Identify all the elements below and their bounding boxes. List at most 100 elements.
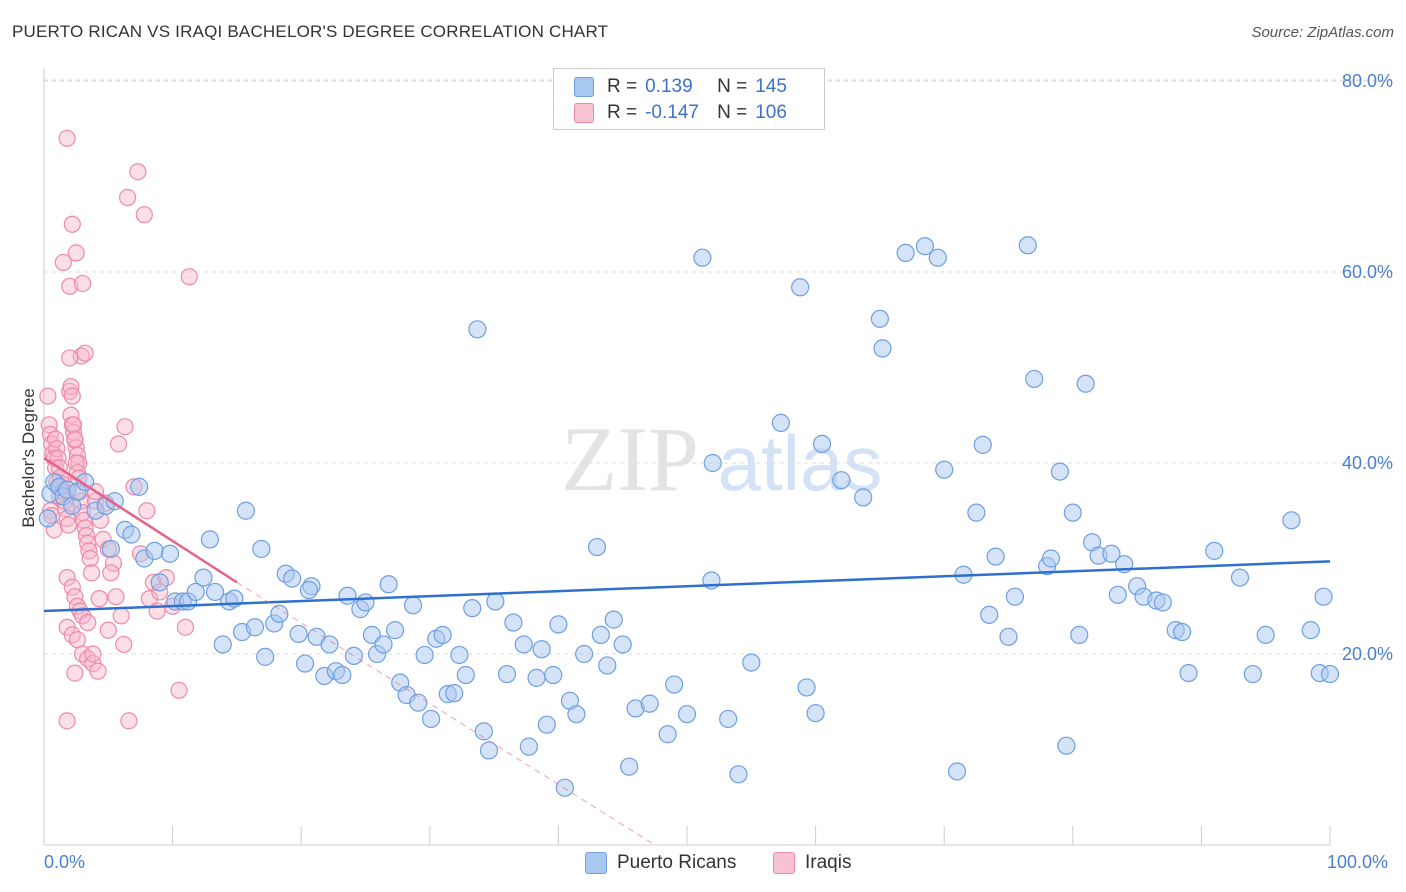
- puerto-rican-point: [1058, 737, 1075, 754]
- puerto-rican-point: [679, 706, 696, 723]
- iraqi-point: [82, 551, 98, 567]
- puerto-rican-point: [592, 626, 609, 643]
- iraqi-point: [113, 608, 129, 624]
- puerto-rican-point: [214, 636, 231, 653]
- iraqi-point: [103, 565, 119, 581]
- legend-item-iraqis: Iraqis: [773, 852, 851, 874]
- puerto-rican-point: [798, 679, 815, 696]
- puerto-rican-point: [1315, 588, 1332, 605]
- puerto-rican-point: [792, 279, 809, 296]
- puerto-rican-point: [1051, 463, 1068, 480]
- iraqi-point: [75, 275, 91, 291]
- pink-swatch-icon: [574, 103, 594, 123]
- puerto-rican-point: [257, 648, 274, 665]
- puerto-rican-point: [641, 695, 658, 712]
- iraqi-point: [64, 388, 80, 404]
- iraqi-point: [84, 565, 100, 581]
- iraqi-point: [40, 388, 56, 404]
- puerto-rican-point: [387, 622, 404, 639]
- puerto-rican-point: [743, 654, 760, 671]
- puerto-rican-point: [1109, 586, 1126, 603]
- puerto-rican-point: [434, 626, 451, 643]
- puerto-rican-point: [297, 655, 314, 672]
- legend-row-iraqis: R = -0.147 N = 106: [574, 100, 787, 126]
- y-axis-label: Bachelor's Degree: [19, 388, 38, 527]
- iraqi-point: [67, 431, 83, 447]
- puerto-rican-point: [123, 526, 140, 543]
- legend-n-value: 145: [755, 76, 787, 98]
- iraqi-point: [111, 436, 127, 452]
- iraqi-point: [80, 614, 96, 630]
- puerto-rican-point: [929, 249, 946, 266]
- puerto-rican-point: [1071, 626, 1088, 643]
- puerto-rican-point: [357, 594, 374, 611]
- puerto-rican-point: [334, 667, 351, 684]
- iraqi-point: [67, 665, 83, 681]
- puerto-rican-point: [855, 489, 872, 506]
- legend-label-iraqis: Iraqis: [805, 852, 851, 874]
- puerto-rican-point: [1026, 370, 1043, 387]
- legend-label-puerto-ricans: Puerto Ricans: [617, 852, 736, 874]
- puerto-rican-point: [498, 666, 515, 683]
- puerto-rican-point: [694, 249, 711, 266]
- puerto-rican-point: [1154, 594, 1171, 611]
- puerto-rican-point: [528, 669, 545, 686]
- puerto-rican-point: [1006, 588, 1023, 605]
- puerto-rican-point: [146, 542, 163, 559]
- puerto-rican-point: [936, 461, 953, 478]
- iraqi-point: [116, 636, 132, 652]
- puerto-rican-point: [897, 244, 914, 261]
- puerto-rican-point: [457, 667, 474, 684]
- puerto-rican-point: [1231, 569, 1248, 586]
- puerto-rican-point: [949, 763, 966, 780]
- iraqi-point: [121, 713, 137, 729]
- puerto-rican-point: [1257, 626, 1274, 643]
- iraqi-point: [68, 245, 84, 261]
- puerto-rican-point: [195, 569, 212, 586]
- puerto-rican-point: [151, 574, 168, 591]
- iraqi-point: [66, 417, 82, 433]
- iraqis-points: [40, 130, 197, 729]
- puerto-rican-point: [772, 414, 789, 431]
- puerto-rican-point: [874, 340, 891, 357]
- puerto-rican-point: [576, 646, 593, 663]
- puerto-rican-point: [253, 540, 270, 557]
- puerto-rican-point: [981, 606, 998, 623]
- puerto-rican-point: [451, 646, 468, 663]
- iraqi-point: [85, 646, 101, 662]
- puerto-rican-point: [974, 436, 991, 453]
- iraqi-point: [108, 589, 124, 605]
- puerto-rican-point: [1000, 628, 1017, 645]
- puerto-rican-point: [321, 636, 338, 653]
- legend-item-puerto-ricans: Puerto Ricans: [585, 852, 736, 874]
- iraqi-point: [59, 130, 75, 146]
- puerto-rican-point: [545, 667, 562, 684]
- iraqi-point: [60, 517, 76, 533]
- puerto-rican-point: [1042, 550, 1059, 567]
- iraqi-point: [136, 207, 152, 223]
- watermark: ZIP atlas: [561, 408, 882, 510]
- puerto-rican-point: [666, 676, 683, 693]
- iraqi-point: [139, 503, 155, 519]
- puerto-rican-point: [605, 611, 622, 628]
- iraqi-point: [91, 591, 107, 607]
- iraqi-point: [177, 619, 193, 635]
- puerto-rican-point: [446, 685, 463, 702]
- puerto-rican-point: [1244, 666, 1261, 683]
- puerto-rican-point: [556, 779, 573, 796]
- puerto-rican-point: [469, 321, 486, 338]
- puerto-rican-point: [871, 310, 888, 327]
- puerto-rican-point: [39, 510, 56, 527]
- blue-swatch-icon: [585, 852, 607, 874]
- iraqi-point: [69, 632, 85, 648]
- legend-n-value: 106: [755, 102, 787, 124]
- puerto-rican-point: [814, 435, 831, 452]
- legend-n-label: N =: [717, 102, 747, 124]
- puerto-rican-point: [1180, 665, 1197, 682]
- puerto-rican-point: [621, 758, 638, 775]
- y-tick-label: 20.0%: [1342, 644, 1393, 664]
- puerto-rican-point: [237, 502, 254, 519]
- puerto-rican-point: [987, 548, 1004, 565]
- iraqi-point: [181, 269, 197, 285]
- puerto-rican-point: [300, 582, 317, 599]
